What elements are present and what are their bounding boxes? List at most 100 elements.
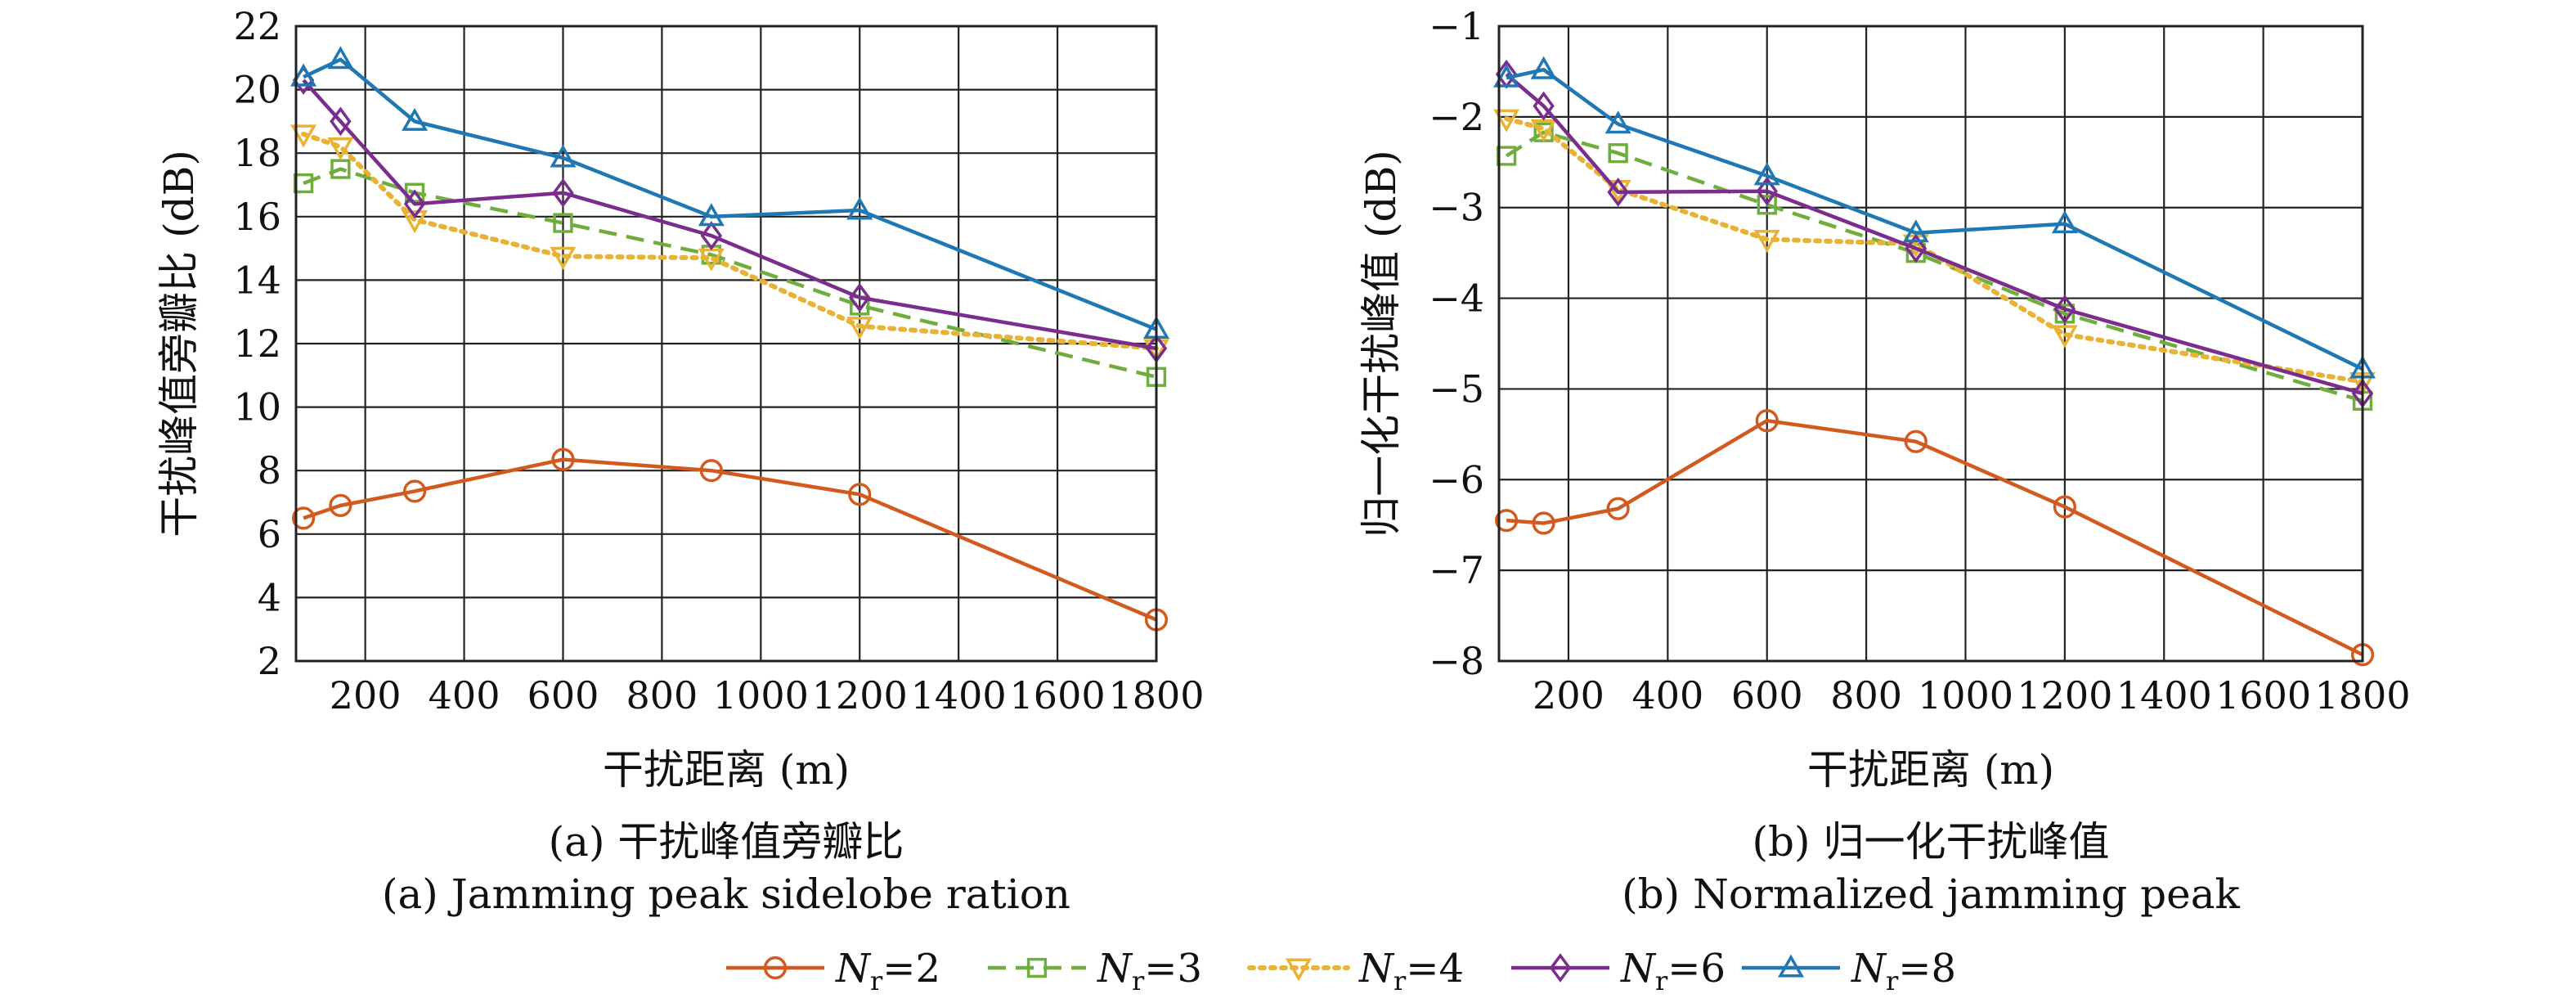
data-point-nr8 xyxy=(1493,64,1520,88)
series-line-nr2 xyxy=(303,457,1157,622)
y-tick-label: 10 xyxy=(233,385,281,430)
caption-en-a: (a) Jamming peak sidelobe ration xyxy=(382,870,1070,918)
chart-panel-a: 200 400 600 800 1000 1200 1400 1600 1800 2 4 6 8 10 12… xyxy=(155,4,1205,918)
x-tick-label: 1600 xyxy=(2215,673,2311,717)
data-point-nr4 xyxy=(550,246,577,270)
data-point-nr4 xyxy=(1493,109,1520,133)
series-line-nr2 xyxy=(1506,418,2364,657)
legend-subscript: r xyxy=(1393,965,1407,996)
legend-marker-nr4 xyxy=(1285,958,1313,982)
y-tick-label: −1 xyxy=(1429,4,1484,48)
legend-subscript: r xyxy=(1655,965,1668,996)
x-tick-label: 400 xyxy=(1631,673,1703,717)
data-point-nr8 xyxy=(402,107,429,131)
y-tick-label: 18 xyxy=(233,131,281,175)
y-tick-label: 6 xyxy=(258,512,281,556)
legend-item-nr8: Nr=8 xyxy=(1742,946,1956,996)
legend-symbol: N xyxy=(1097,946,1133,992)
data-point-nr2 xyxy=(291,506,316,530)
data-point-nr3 xyxy=(1608,143,1628,164)
data-point-nr8 xyxy=(2051,210,2078,234)
y-tick-label: 12 xyxy=(233,322,281,366)
x-tick-label: 1000 xyxy=(713,673,809,717)
data-point-nr6 xyxy=(1756,176,1778,206)
legend-marker-nr6 xyxy=(1549,953,1572,983)
x-axis-label-a: 干扰距离 (m) xyxy=(603,746,850,794)
series-line-nr8 xyxy=(303,57,1157,331)
data-point-nr8 xyxy=(698,203,725,227)
x-tick-label: 1200 xyxy=(812,673,908,717)
legend-marker-nr8 xyxy=(1777,954,1805,978)
data-point-nr2 xyxy=(2053,495,2076,519)
legend-value: =3 xyxy=(1144,946,1202,992)
data-point-nr6 xyxy=(2053,294,2076,324)
data-point-nr8 xyxy=(550,144,577,168)
data-point-nr2 xyxy=(403,479,427,503)
legend-item-nr2: Nr=2 xyxy=(726,946,940,996)
legend-label-nr2: Nr=2 xyxy=(835,946,940,996)
x-tick-label: 1400 xyxy=(2116,673,2212,717)
data-point-nr4 xyxy=(327,137,354,160)
y-tick-label: 20 xyxy=(233,68,281,112)
x-tick-label: 1600 xyxy=(1010,673,1106,717)
data-point-nr2 xyxy=(1755,409,1779,433)
series-line-nr6 xyxy=(302,79,1157,351)
legend-value: =4 xyxy=(1406,946,1464,992)
data-point-nr2 xyxy=(848,483,872,506)
plot-frame-a xyxy=(294,25,1158,663)
data-point-nr8 xyxy=(290,63,317,87)
data-point-nr6 xyxy=(403,189,426,219)
y-tick-label: −7 xyxy=(1429,548,1484,592)
data-point-nr4 xyxy=(402,210,429,234)
series-line-nr3 xyxy=(303,167,1157,379)
series-b xyxy=(1493,56,2376,667)
legend-item-nr4: Nr=4 xyxy=(1247,946,1464,996)
data-point-nr6 xyxy=(700,221,723,250)
data-point-nr8 xyxy=(1902,219,1929,243)
series-line-nr6 xyxy=(1505,73,2363,396)
x-tick-label: 1000 xyxy=(1918,673,2013,717)
data-point-nr3 xyxy=(553,213,573,233)
legend-symbol: N xyxy=(835,946,872,992)
caption-cn-b: (b) 归一化干扰峰值 xyxy=(1752,818,2110,866)
legend-item-nr6: Nr=6 xyxy=(1511,946,1726,996)
legend-symbol: N xyxy=(1358,946,1395,992)
x-tick-label: 800 xyxy=(626,673,698,717)
data-point-nr6 xyxy=(552,178,574,208)
legend-label-nr8: Nr=8 xyxy=(1851,946,1956,996)
data-point-nr2 xyxy=(551,448,575,471)
x-tick-label: 1800 xyxy=(2314,673,2410,717)
x-tick-label: 400 xyxy=(429,673,500,717)
data-point-nr3 xyxy=(1757,195,1777,215)
data-point-nr6 xyxy=(1607,177,1629,207)
data-point-nr4 xyxy=(2051,325,2078,349)
legend-symbol: N xyxy=(1620,946,1657,992)
legend-value: =8 xyxy=(1898,946,1956,992)
y-tick-label: −2 xyxy=(1429,95,1484,139)
legend-subscript: r xyxy=(1886,965,1899,996)
data-point-nr8 xyxy=(327,46,354,70)
y-tick-label: 14 xyxy=(233,258,281,302)
data-point-nr8 xyxy=(1604,110,1631,134)
data-point-nr4 xyxy=(1753,230,1780,254)
y-tick-label: 2 xyxy=(258,639,281,683)
x-tick-label: 1800 xyxy=(1108,673,1204,717)
y-tick-label: −5 xyxy=(1429,367,1484,411)
x-tick-label: 800 xyxy=(1830,673,1902,717)
x-tick-label: 200 xyxy=(1533,673,1604,717)
y-tick-label: 22 xyxy=(233,4,281,48)
x-tick-label: 600 xyxy=(1731,673,1803,717)
data-point-nr2 xyxy=(329,493,352,517)
y-tick-label: −4 xyxy=(1429,277,1484,321)
legend-label-nr4: Nr=4 xyxy=(1358,946,1464,996)
grid-b xyxy=(1499,25,2364,663)
chart-panel-b: 200 400 600 800 1000 1200 1400 1600 1800 −8 −7 −6 −5… xyxy=(1358,4,2411,918)
data-point-nr4 xyxy=(290,124,317,148)
data-point-nr2 xyxy=(1904,430,1928,453)
data-point-nr6 xyxy=(1533,91,1555,121)
y-axis-label-b: 归一化干扰峰值 (dB) xyxy=(1358,150,1405,537)
data-point-nr2 xyxy=(1495,509,1519,533)
y-axis-label-a: 干扰峰值旁瓣比 (dB) xyxy=(155,150,203,537)
x-tick-label: 200 xyxy=(330,673,402,717)
